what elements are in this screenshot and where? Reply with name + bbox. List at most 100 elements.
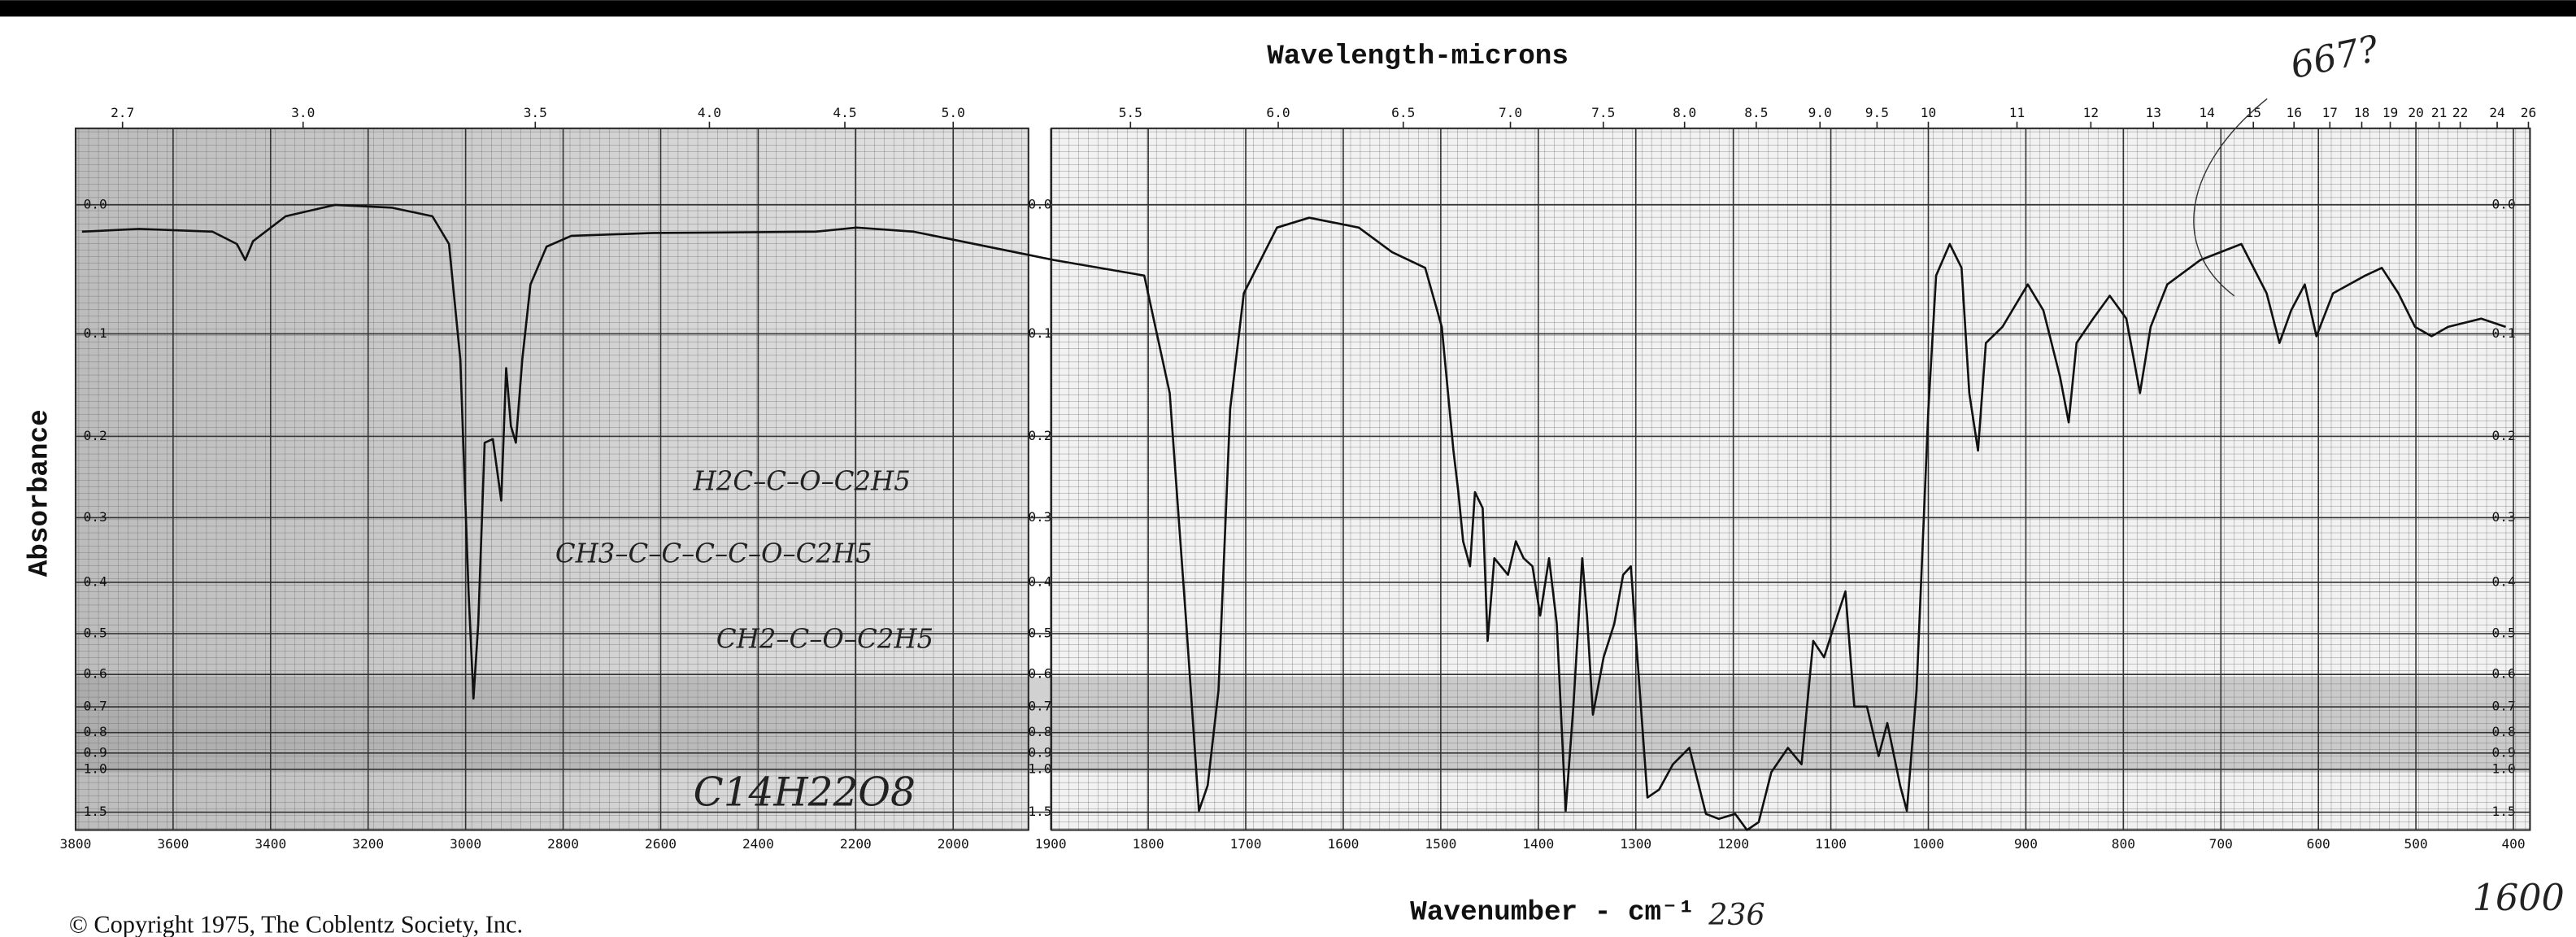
x-tick-label: 1800 (1133, 836, 1164, 852)
x-tick-label: 3400 (255, 836, 286, 852)
y-tick-label: 0.6 (84, 666, 107, 682)
x2-tick-label: 15 (2246, 105, 2261, 120)
x-tick-label: 1700 (1230, 836, 1262, 852)
x2-tick-label: 4.0 (698, 105, 721, 120)
y-tick-label: 0.3 (2492, 509, 2516, 525)
handnote: 1600 (2473, 878, 2565, 919)
x2-tick-label: 5.0 (942, 105, 965, 120)
y-tick-label: 0.8 (1028, 724, 1051, 739)
y-tick-label: 1.0 (1028, 760, 1051, 776)
y-tick-label: 0.1 (1028, 325, 1051, 341)
x2-tick-label: 8.5 (1744, 105, 1768, 120)
y-axis-title: Absorbance (24, 409, 56, 577)
y-tick-label: 0.3 (1028, 509, 1051, 525)
x-tick-label: 3000 (450, 836, 481, 852)
x2-tick-label: 3.0 (291, 105, 315, 120)
y-tick-label: 0.6 (1028, 666, 1051, 682)
y-tick-label: 0.9 (2492, 744, 2516, 760)
y-tick-label: 1.0 (84, 760, 107, 776)
handnote: 667? (2287, 28, 2383, 87)
copyright: © Copyright 1975, The Coblentz Society, … (69, 911, 523, 937)
y-tick-label: 0.4 (84, 573, 107, 589)
top-axis-title: Wavelength-microns (1267, 41, 1569, 72)
y-tick-label: 0.2 (84, 428, 107, 443)
y-tick-label: 0.9 (84, 744, 107, 760)
x2-tick-label: 22 (2452, 105, 2468, 120)
x-tick-label: 3600 (157, 836, 189, 852)
y-tick-label: 0.2 (2492, 428, 2516, 443)
x-tick-label: 2400 (742, 836, 774, 852)
y-tick-label: 0.4 (2492, 573, 2516, 589)
x2-tick-label: 14 (2199, 105, 2214, 120)
x-tick-label: 3800 (59, 836, 91, 852)
x2-tick-label: 5.5 (1119, 105, 1142, 120)
x-tick-label: 3200 (352, 836, 384, 852)
x-tick-label: 2600 (645, 836, 677, 852)
x2-tick-label: 10 (1921, 105, 1936, 120)
x2-tick-label: 19 (2382, 105, 2398, 120)
y-tick-label: 0.0 (84, 196, 107, 211)
x2-tick-label: 8.0 (1673, 105, 1696, 120)
right-grid (1051, 128, 2530, 830)
y-tick-label: 0.7 (2492, 699, 2516, 714)
x2-tick-label: 7.5 (1591, 105, 1615, 120)
y-tick-label: 1.0 (2492, 760, 2516, 776)
x-tick-label: 1200 (1717, 836, 1749, 852)
x2-tick-label: 21 (2431, 105, 2447, 120)
y-tick-label: 0.9 (1028, 744, 1051, 760)
x-tick-label: 2200 (840, 836, 872, 852)
structure: H2C–C–O–C2H5 (693, 466, 911, 497)
structure: CH3–C–C–C–C–O–C2H5 (555, 538, 872, 569)
handnote: 236 (1708, 897, 1764, 932)
y-tick-label: 0.5 (1028, 625, 1051, 641)
x-axis-title: Wavenumber - cm⁻¹ (1410, 897, 1695, 929)
x-tick-label: 1500 (1425, 836, 1456, 852)
y-tick-label: 0.3 (84, 509, 107, 525)
y-tick-label: 1.5 (2492, 804, 2516, 819)
x2-tick-label: 3.5 (524, 105, 547, 120)
x2-tick-label: 12 (2083, 105, 2099, 120)
y-tick-label: 1.5 (84, 804, 107, 819)
x2-tick-label: 6.5 (1391, 105, 1415, 120)
x-tick-label: 1900 (1035, 836, 1067, 852)
x2-tick-label: 17 (2322, 105, 2338, 120)
x-tick-label: 2000 (938, 836, 969, 852)
formula: C14H22O8 (694, 770, 916, 816)
spectrum-line (81, 203, 2506, 831)
x-tick-label: 1000 (1912, 836, 1944, 852)
y-tick-label: 0.7 (84, 699, 107, 714)
x2-tick-label: 6.0 (1266, 105, 1290, 120)
x2-tick-label: 7.0 (1499, 105, 1522, 120)
y-tick-label: 0.0 (1028, 196, 1051, 211)
x2-tick-label: 16 (2286, 105, 2301, 120)
x-tick-label: 600 (2307, 836, 2330, 852)
y-tick-label: 0.5 (84, 625, 107, 641)
x2-tick-label: 2.7 (111, 105, 134, 120)
y-tick-label: 0.1 (2492, 325, 2516, 341)
scan-edge (0, 0, 2576, 17)
x-tick-label: 1100 (1815, 836, 1847, 852)
x-tick-label: 2800 (547, 836, 579, 852)
x2-tick-label: 26 (2521, 105, 2536, 120)
y-tick-label: 0.5 (2492, 625, 2516, 641)
pen-stroke (2193, 98, 2268, 297)
y-tick-label: 0.0 (2492, 196, 2516, 211)
y-tick-label: 0.4 (1028, 573, 1051, 589)
structure: CH2–C–O–C2H5 (716, 624, 933, 655)
x-tick-label: 1400 (1522, 836, 1554, 852)
y-tick-label: 0.2 (1028, 428, 1051, 443)
y-tick-label: 0.1 (84, 325, 107, 341)
y-tick-label: 0.8 (84, 724, 107, 739)
x-tick-label: 400 (2501, 836, 2525, 852)
x-tick-label: 700 (2209, 836, 2233, 852)
x-tick-label: 1600 (1327, 836, 1359, 852)
x2-tick-label: 18 (2354, 105, 2369, 120)
x2-tick-label: 4.5 (833, 105, 856, 120)
y-tick-label: 0.6 (2492, 666, 2516, 682)
y-tick-label: 1.5 (1028, 804, 1051, 819)
x2-tick-label: 13 (2146, 105, 2161, 120)
x2-tick-label: 11 (2009, 105, 2025, 120)
x-tick-label: 800 (2112, 836, 2135, 852)
